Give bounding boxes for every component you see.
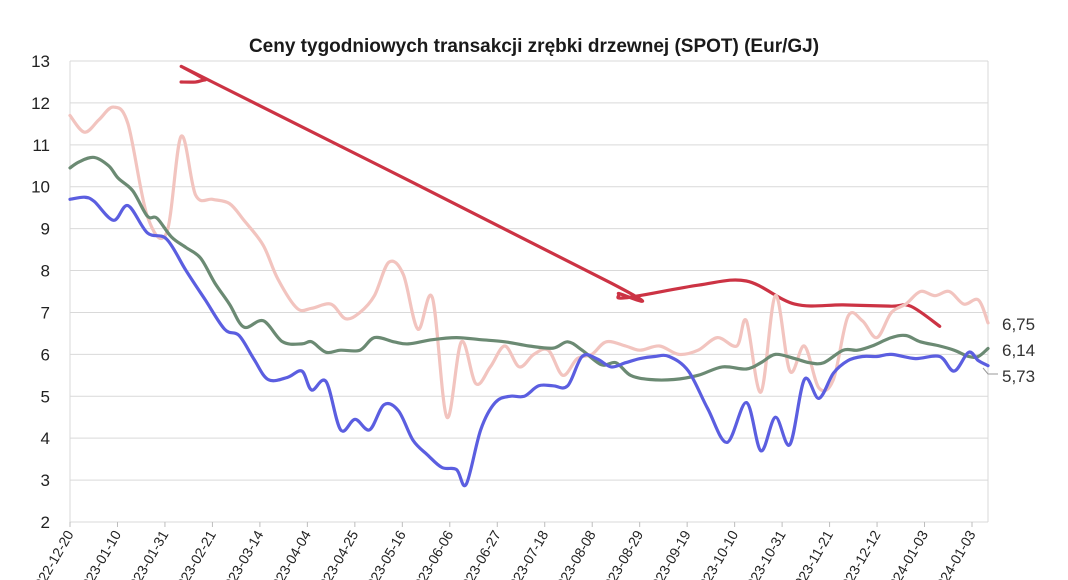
series-line-1 [179,64,942,328]
y-axis-ticks: 2 3 4 5 6 7 8 9 10 11 12 13 [31,52,50,532]
x-tick-label: 2023-09-19 [644,527,694,580]
x-tick-label: 2023-04-04 [264,527,314,580]
x-tick-label: 2023-05-16 [359,527,409,580]
x-tick-label: 2023-07-18 [502,527,552,580]
x-tick-label: 2022-12-20 [27,527,77,580]
gridlines [69,60,989,523]
y-tick-label: 10 [31,178,50,197]
y-tick-label: 6 [41,345,50,364]
y-tick-label: 7 [41,303,50,322]
y-tick-label: 3 [41,471,50,490]
end-value-label: 6,14 [1002,341,1035,360]
label-leader-line [982,367,998,375]
x-tick-label: 2023-03-14 [217,527,267,580]
y-tick-label: 8 [41,262,50,281]
x-tick-label: 2023-12-12 [834,527,884,580]
x-tick-label: 2023-08-29 [597,527,647,580]
chart-title: Ceny tygodniowych transakcji zrębki drze… [249,36,819,57]
x-axis-ticks: 2022-12-202023-01-102023-01-312023-02-21… [27,522,979,580]
series-line-3 [68,155,990,382]
x-tick-label: 2023-10-10 [692,527,742,580]
series-line-4 [68,195,990,488]
x-tick-label: 2023-08-08 [549,527,599,580]
x-tick-label: 2023-01-31 [122,527,172,580]
end-value-label: 6,75 [1002,315,1035,334]
y-tick-label: 11 [32,136,50,155]
x-tick-label: 2023-06-27 [454,527,504,580]
series-lines [68,64,990,488]
x-tick-label: 2023-10-31 [739,527,789,580]
y-tick-label: 2 [41,513,50,532]
y-tick-label: 4 [41,429,50,448]
x-tick-label: 2023-02-21 [169,527,219,580]
y-tick-label: 9 [41,220,50,239]
end-value-label: 5,73 [1002,367,1035,386]
y-tick-label: 13 [31,52,50,71]
x-tick-label: 2023-04-25 [312,527,362,580]
y-tick-label: 12 [31,94,50,113]
x-tick-label: 2024-01-03 [881,527,931,580]
x-tick-label: 2023-06-06 [407,527,457,580]
x-tick-label: 2024-01-03 [929,527,979,580]
x-tick-label: 2023-11-21 [787,527,836,580]
series-line-2 [68,105,990,419]
end-value-labels: 6,75 6,14 5,73 [982,315,1035,386]
y-tick-label: 5 [41,387,50,406]
x-tick-label: 2023-01-10 [74,527,124,580]
